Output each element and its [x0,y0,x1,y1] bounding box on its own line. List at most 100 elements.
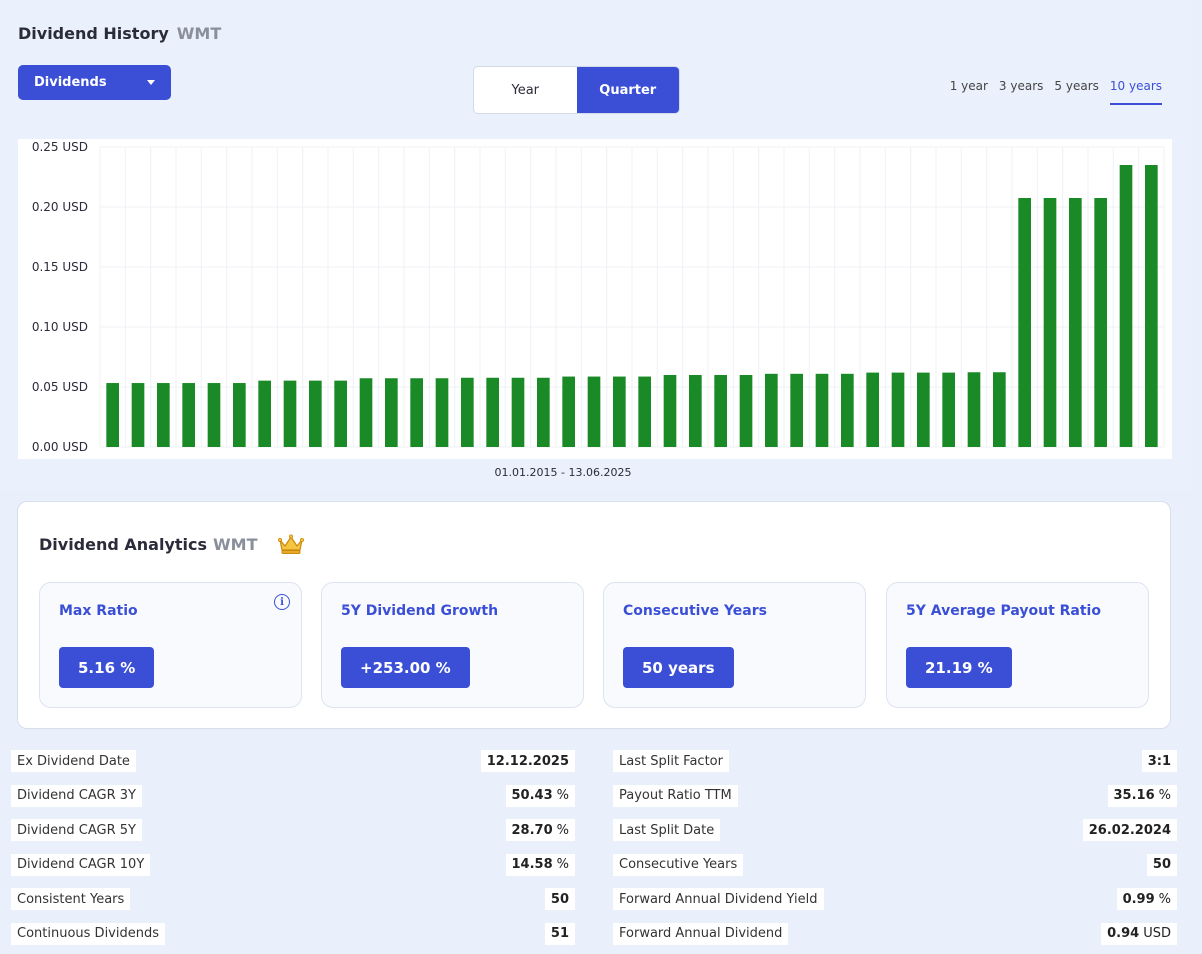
stat-value: 14.58% [505,853,575,876]
chart-bar [334,380,347,447]
card-label: Max Ratio [59,603,138,619]
tab-quarter[interactable]: Quarter [576,67,679,113]
chart-bar [967,372,981,447]
stat-value-number: 51 [550,926,569,941]
card-label: 5Y Dividend Growth [341,603,499,619]
stat-value-unit: % [556,788,569,803]
analytics-ticker: WMT [213,535,258,554]
chart-bar [587,376,601,447]
stat-row: Payout Ratio TTM 35.16% [613,784,1177,807]
stat-value-number: 50.43 [511,788,553,803]
metric-select[interactable]: Dividends [18,65,171,100]
card-5y-average-payout-ratio: 5Y Average Payout Ratio 21.19 % [886,582,1149,708]
chart-bar [663,375,677,447]
period-toggle: Year Quarter [473,66,680,114]
chart-bar [1018,198,1031,447]
chart-bar [689,375,702,447]
stat-label: Last Split Factor [613,750,729,772]
stat-row: Consecutive Years 50 [613,853,1177,876]
stat-row: Dividend CAGR 5Y 28.70% [11,819,575,841]
stat-row: Ex Dividend Date 12.12.2025 [11,750,575,772]
stat-label: Consecutive Years [613,853,744,876]
chart-bar [486,377,499,447]
stat-row: Dividend CAGR 3Y 50.43% [11,784,575,807]
card-value: 5.16 % [59,647,155,688]
chart-bar [309,380,322,447]
stat-label: Forward Annual Dividend Yield [613,888,824,910]
chart-bar [638,376,651,447]
y-tick-label: 0.10 USD [32,320,88,334]
y-tick-label: 0.25 USD [32,140,88,154]
dividend-analytics-panel: Dividend Analytics WMT Max Ratio i 5.16 %… [17,501,1171,729]
y-tick-label: 0.05 USD [32,380,88,394]
chart-bar [283,380,297,447]
stat-value: 12.12.2025 [480,750,575,772]
chevron-down-icon [147,80,155,85]
chart-bar [765,373,778,447]
stat-row: Consistent Years 50 [11,888,575,910]
range-10-years[interactable]: 10 years [1109,79,1162,105]
stat-value-number: 26.02.2024 [1088,822,1171,838]
chart-bar [1145,165,1158,447]
stat-label: Ex Dividend Date [11,750,136,772]
chart-bar [511,377,525,447]
card-value: 21.19 % [906,647,1012,688]
history-title-text: Dividend History [18,24,169,43]
chart-bar [131,383,145,447]
chart-bar [613,376,626,447]
card-value: +253.00 % [341,647,470,688]
chart-date-range: 01.01.2015 - 13.06.2025 [494,466,632,479]
history-title: Dividend History WMT [18,24,221,43]
chart-bar [258,380,271,447]
tab-year[interactable]: Year [511,82,540,98]
chart-bar [435,378,449,447]
stat-row: Last Split Factor 3:1 [613,750,1177,772]
stat-value: 51 [544,922,575,945]
stat-value-number: 0.94 [1107,926,1140,941]
metric-select-value: Dividends [34,75,107,90]
range-1-year[interactable]: 1 year [949,79,988,93]
stat-row: Dividend CAGR 10Y 14.58% [11,853,575,876]
stat-label: Dividend CAGR 5Y [11,819,142,841]
range-3-years[interactable]: 3 years [998,79,1044,93]
range-5-years[interactable]: 5 years [1054,79,1099,93]
chart-bar [1094,198,1107,447]
card-value: 50 years [623,647,734,688]
stat-value: 50 [1146,853,1177,876]
stat-value-number: 0.99 [1122,891,1155,907]
chart-bar [359,378,373,447]
dividend-chart-svg: 0.00 USD 0.05 USD 0.10 USD 0.15 USD 0.20 USD… [32,140,1165,454]
stat-value: 3:1 [1141,750,1177,772]
stat-label: Continuous Dividends [11,922,165,945]
chart-bar [106,383,119,447]
stat-value-number: 12.12.2025 [486,753,569,769]
stat-value-unit: % [556,857,569,872]
range-selector: 1 year 3 years 5 years 10 years [950,79,1162,105]
info-icon[interactable]: i [274,594,290,610]
stat-value: 50.43% [505,784,575,807]
stat-value-number: 35.16 [1113,788,1155,803]
dividend-history-panel: Dividend History WMT Dividends Year Quart… [18,24,1172,479]
stat-value: 28.70% [505,819,575,841]
card-5y-dividend-growth: 5Y Dividend Growth +253.00 % [321,582,584,708]
chart-bar [917,372,930,447]
stat-row: Continuous Dividends 51 [11,922,575,945]
chart-bar [942,372,955,447]
analytics-title: Dividend Analytics WMT [39,535,258,554]
stat-row: Last Split Date 26.02.2024 [613,819,1177,841]
y-tick-label: 0.00 USD [32,440,88,454]
stat-row: Forward Annual Dividend Yield 0.99% [613,888,1177,910]
stat-value-number: 14.58 [511,857,553,872]
chart-bar [841,373,854,447]
chart-bar [891,372,905,447]
stat-value: 50 [544,888,575,910]
history-ticker: WMT [176,24,222,43]
chart-bar [562,376,575,447]
analytics-title-text: Dividend Analytics [39,535,208,554]
stat-value-number: 28.70 [511,822,553,838]
stat-value-number: 50 [1152,857,1171,872]
stat-value-number: 3:1 [1147,753,1171,769]
stat-value-unit: % [556,822,569,838]
chart-bar [461,377,474,447]
chart-bar [993,372,1006,447]
